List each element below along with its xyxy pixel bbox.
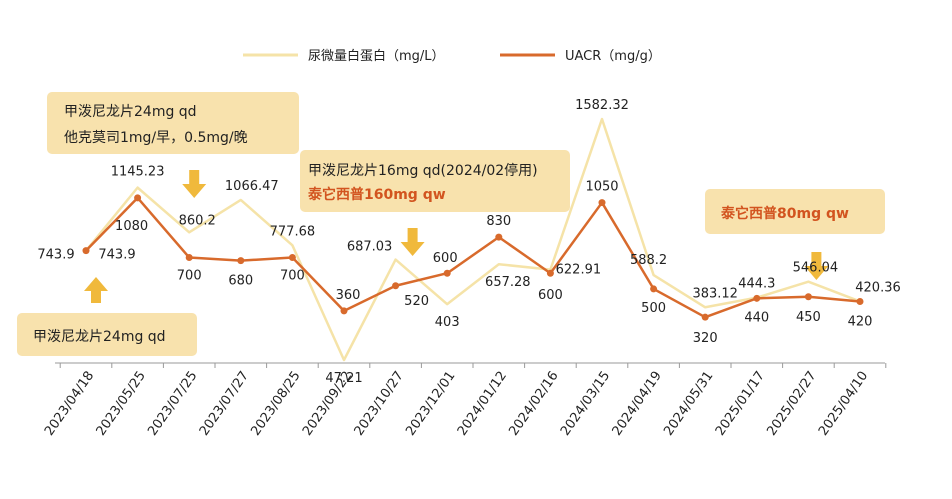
annotation-arrow — [804, 252, 829, 280]
annotation-2-line-2: 泰它西普160mg qw — [307, 186, 446, 203]
series-2-data-label: 500 — [641, 301, 666, 316]
series-2-data-label: 320 — [693, 331, 718, 346]
series-2-data-label: 830 — [486, 214, 511, 229]
x-tick-label: 2023/08/25 — [248, 369, 303, 439]
series-2-data-label: 440 — [744, 310, 769, 325]
annotation-2: 甲泼尼龙片16mg qd(2024/02停用) 泰它西普160mg qw — [300, 150, 570, 212]
legend: 尿微量白蛋白（mg/L） UACR（mg/g） — [243, 48, 661, 64]
x-tick-label: 2023/07/27 — [197, 369, 252, 439]
series-1-data-label: 1582.32 — [575, 98, 629, 113]
x-tick-label: 2025/01/17 — [713, 369, 768, 439]
series-1-data-label: 444.3 — [738, 277, 775, 292]
series-1-data-label: 420.36 — [855, 280, 901, 295]
series-2-data-label: 700 — [177, 269, 202, 284]
series-1-data-label: 657.28 — [485, 275, 531, 290]
series-1-data-label: 546.04 — [793, 261, 839, 276]
series-1-data-label: 777.68 — [270, 224, 316, 239]
series-2-point — [701, 313, 709, 321]
legend-label-series-2: UACR（mg/g） — [565, 49, 661, 64]
annotation-1-line-2: 他克莫司1mg/早，0.5mg/晚 — [64, 130, 248, 146]
annotation-1-line-1: 甲泼尼龙片24mg qd — [64, 104, 197, 120]
x-tick-label: 2023/12/01 — [403, 369, 458, 439]
series-2-data-label: 600 — [433, 251, 458, 266]
series-2-data-label: 420 — [848, 314, 873, 329]
x-tick-label: 2025/02/27 — [764, 369, 819, 439]
annotation-box — [47, 92, 299, 154]
annotation-2-line-1: 甲泼尼龙片16mg qd(2024/02停用) — [308, 162, 538, 179]
series-1-data-label: 743.9 — [98, 248, 135, 263]
series-1-data-label: 403 — [435, 315, 460, 330]
x-axis-tick-labels: 2023/04/182023/05/252023/07/252023/07/27… — [42, 369, 871, 439]
series-2-line — [85, 196, 861, 319]
annotation-arrows — [84, 170, 829, 303]
series-1-data-label: 687.03 — [347, 240, 393, 255]
series-2-point — [598, 199, 606, 207]
series-2-point — [546, 269, 554, 277]
series-2-data-label: 600 — [538, 288, 563, 303]
series-area — [82, 117, 864, 362]
series-2-point — [443, 269, 451, 277]
series-2-point — [856, 297, 864, 305]
series-2-data-label: 700 — [280, 269, 305, 284]
annotation-3: 泰它西普80mg qw — [705, 189, 885, 234]
series-2-data-label: 520 — [404, 294, 429, 309]
annotation-3-line-1: 泰它西普80mg qw — [720, 205, 849, 222]
series-2-point — [288, 254, 296, 262]
x-tick-label: 2024/01/12 — [455, 369, 510, 439]
series-2-point — [237, 257, 245, 265]
x-axis-ticks — [59, 363, 887, 368]
series-1-data-label: 1066.47 — [225, 179, 279, 194]
x-tick-label: 2025/04/10 — [816, 369, 871, 439]
series-2-data-label: 743.9 — [37, 248, 74, 263]
series-2-point — [134, 194, 142, 202]
series-1-data-label: 622.91 — [556, 263, 602, 278]
series-2-data-label: 1050 — [585, 180, 618, 195]
legend-label-series-1: 尿微量白蛋白（mg/L） — [308, 48, 445, 64]
x-tick-label: 2024/03/15 — [558, 369, 613, 439]
annotation-4: 甲泼尼龙片24mg qd — [17, 313, 197, 356]
series-2-point — [650, 285, 658, 293]
annotation-box — [300, 150, 570, 212]
series-2-point — [82, 247, 90, 255]
series-2-point — [495, 233, 503, 241]
annotation-4-line-1: 甲泼尼龙片24mg qd — [33, 329, 166, 345]
series-2-point — [804, 293, 812, 301]
data-labels: 743.9 1145.23 860.2 1066.47 777.68 47.21 687.0… — [37, 98, 900, 386]
annotation-arrow — [400, 228, 425, 256]
series-2-point — [185, 254, 193, 262]
x-tick-label: 2024/04/19 — [610, 369, 665, 439]
series-1-data-label: 588.2 — [630, 253, 667, 268]
series-2-point — [753, 294, 761, 302]
x-tick-label: 2024/05/31 — [661, 369, 716, 439]
series-2-data-label: 450 — [796, 310, 821, 325]
annotation-arrow — [84, 277, 108, 303]
annotation-box — [17, 313, 197, 356]
series-2-data-label: 360 — [336, 288, 361, 303]
annotation-1: 甲泼尼龙片24mg qd 他克莫司1mg/早，0.5mg/晚 — [47, 92, 299, 154]
series-1-data-label: 47.21 — [325, 371, 362, 386]
x-tick-label: 2024/02/16 — [506, 369, 561, 439]
x-tick-label: 2023/05/25 — [94, 369, 149, 439]
series-2-data-label: 1080 — [115, 219, 148, 234]
series-2-point — [392, 282, 400, 290]
series-1-data-label: 383.12 — [692, 286, 738, 301]
x-tick-label: 2023/07/25 — [145, 369, 200, 439]
series-1-line — [85, 117, 861, 362]
annotation-arrow — [182, 170, 207, 198]
x-tick-label: 2023/04/18 — [42, 369, 97, 439]
series-2-point — [340, 307, 348, 315]
series-2-data-label: 680 — [228, 274, 253, 289]
series-1-data-label: 1145.23 — [111, 165, 165, 180]
annotation-box — [705, 189, 885, 234]
series-1-data-label: 860.2 — [179, 213, 216, 228]
